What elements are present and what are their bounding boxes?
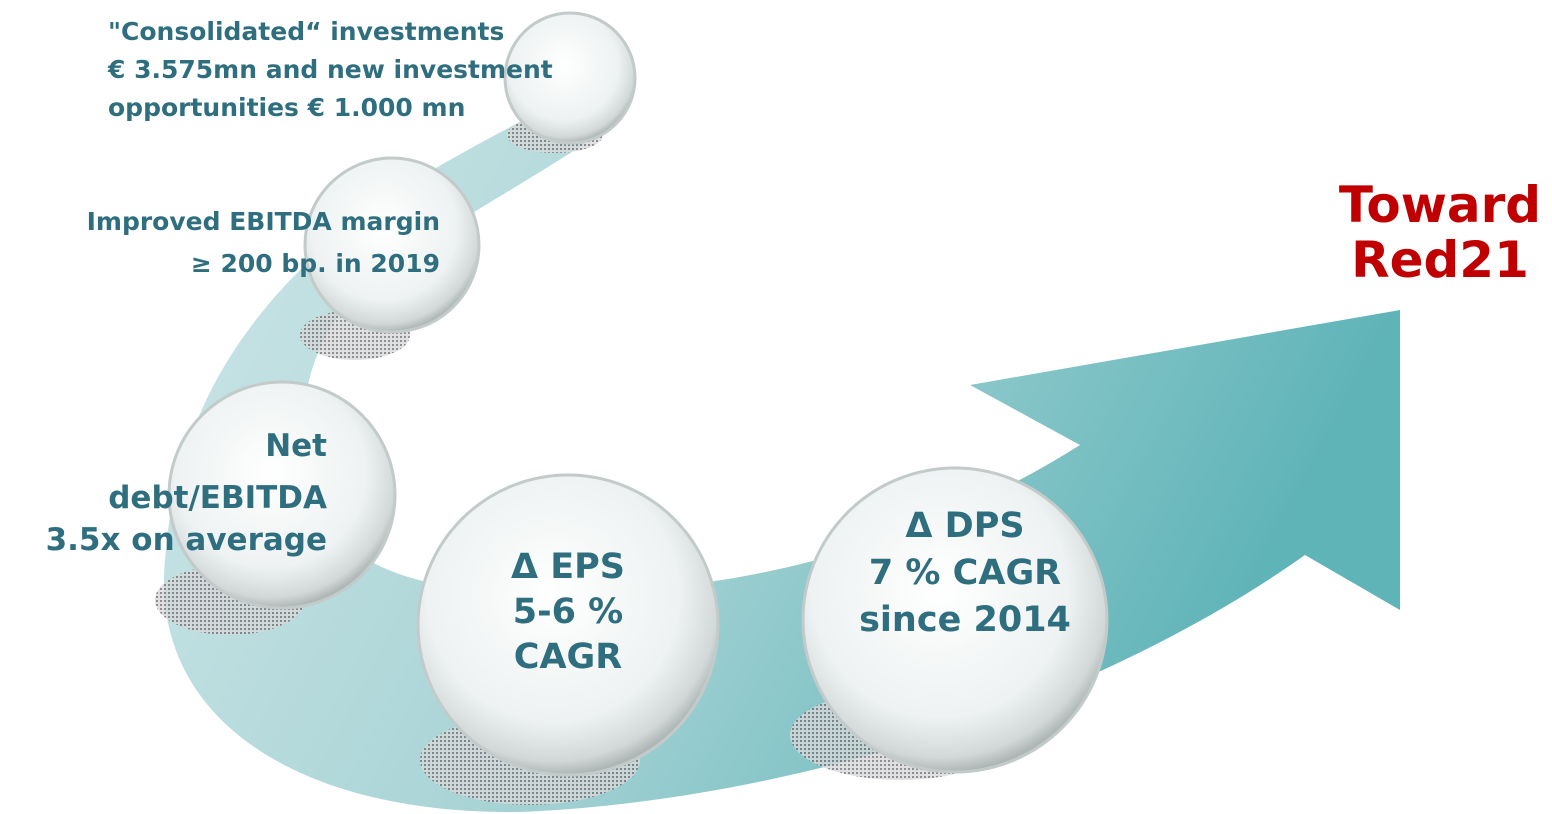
node-label: Δ EPS bbox=[511, 547, 625, 587]
node-label: debt/EBITDA bbox=[108, 480, 327, 516]
node-label: Net bbox=[265, 428, 327, 464]
node-label: 5-6 % bbox=[513, 592, 624, 632]
node-label: CAGR bbox=[514, 637, 623, 677]
node-label: 3.5x on average bbox=[46, 522, 327, 558]
node-3: Δ EPS 5-6 % CAGR bbox=[511, 547, 625, 677]
title-line: Toward bbox=[1339, 176, 1541, 234]
title-line: Red21 bbox=[1351, 231, 1529, 289]
node-label: Δ DPS bbox=[905, 506, 1024, 546]
diagram: "Consolidated“ investments € 3.575mn and… bbox=[0, 0, 1552, 814]
node-label: € 3.575mn and new investment bbox=[107, 55, 553, 84]
node-label: Improved EBITDA margin bbox=[87, 207, 440, 236]
node-label: opportunities € 1.000 mn bbox=[108, 93, 465, 122]
title: Toward Red21 bbox=[1339, 176, 1541, 289]
node-label: 7 % CAGR bbox=[869, 553, 1061, 593]
node-label: since 2014 bbox=[859, 600, 1071, 640]
node-label: "Consolidated“ investments bbox=[108, 17, 504, 46]
node-label: ≥ 200 bp. in 2019 bbox=[191, 249, 440, 278]
node-0: "Consolidated“ investments € 3.575mn and… bbox=[107, 17, 553, 122]
